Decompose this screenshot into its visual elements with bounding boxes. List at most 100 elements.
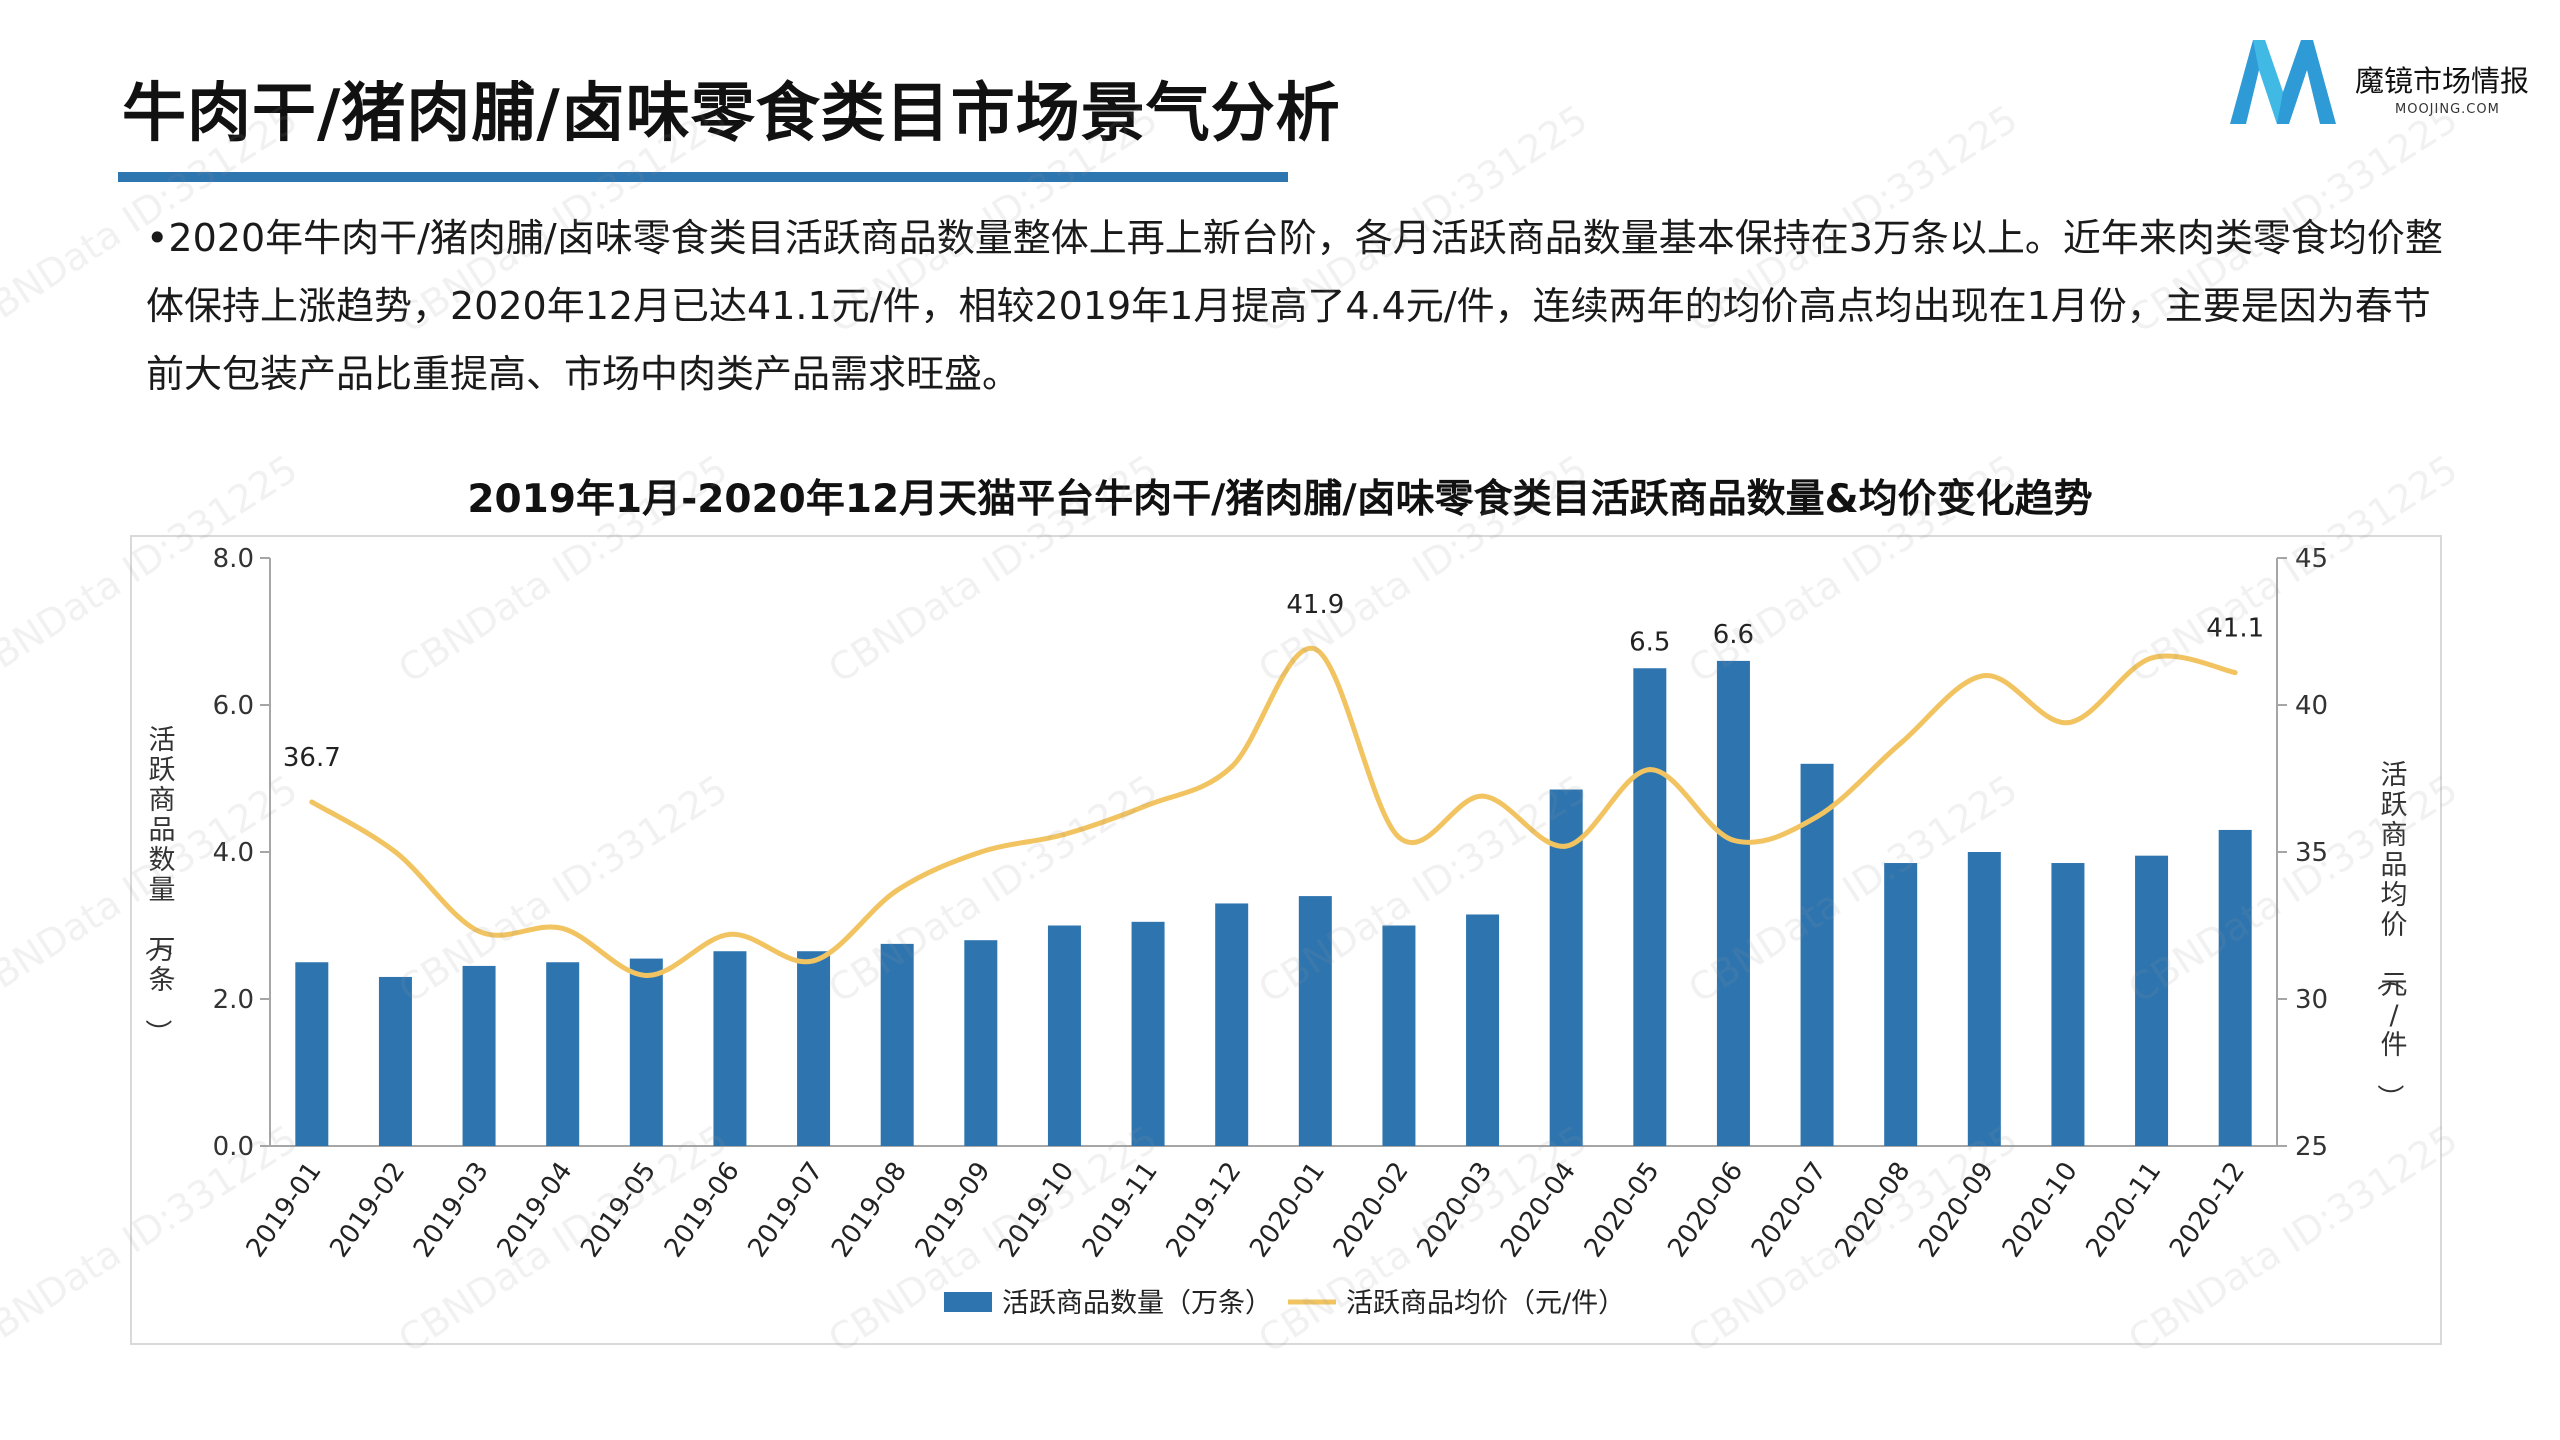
x-tick-label: 2020-11: [2080, 1157, 2167, 1263]
y-right-tick-label: 30: [2295, 985, 2328, 1015]
bar-active-count: [546, 962, 580, 1146]
line-data-label: 36.7: [283, 743, 341, 773]
price-point: [1145, 802, 1151, 808]
logo-m-shape: [2230, 40, 2336, 124]
bar-active-count: [2135, 855, 2169, 1146]
bar-active-count: [1716, 660, 1750, 1146]
bar-data-label: 6.6: [1713, 620, 1754, 650]
price-point: [811, 958, 817, 964]
x-tick-label: 2019-04: [492, 1157, 579, 1263]
price-point: [894, 887, 900, 893]
bar-active-count: [1800, 763, 1834, 1146]
bar-active-count: [880, 943, 914, 1146]
price-point: [1730, 837, 1736, 843]
bar-active-count: [378, 976, 412, 1146]
logo-domain: MOOJING.COM: [2395, 102, 2500, 117]
bar-active-count: [295, 962, 329, 1146]
bar-active-count: [1967, 852, 2001, 1146]
x-tick-label: 2020-01: [1244, 1157, 1331, 1263]
bar-active-count: [2051, 863, 2085, 1146]
y-left-tick-label: 0.0: [213, 1132, 254, 1162]
price-point: [1981, 673, 1987, 679]
legend-swatch-bar: [944, 1292, 992, 1312]
chart-title: 2019年1月-2020年12月天猫平台牛肉干/猪肉脯/卤味零食类目活跃商品数量…: [467, 477, 2093, 522]
combo-chart: 0.0 2.0 4.0 6.0 8.0 25 30 35 40 45 活跃商品数量（万条） 活跃商品均…: [142, 544, 2408, 1319]
logo-name: 魔镜市场情报: [2355, 64, 2530, 98]
price-point: [1480, 793, 1486, 799]
price-point: [2065, 720, 2071, 726]
x-tick-label: 2019-01: [241, 1157, 328, 1263]
x-tick-label: 2019-03: [408, 1157, 495, 1263]
chart-frame: 0.0 2.0 4.0 6.0 8.0 25 30 35 40 45 活跃商品数量（万条） 活跃商品均…: [130, 535, 2442, 1345]
price-point: [309, 799, 315, 805]
price-point: [978, 849, 984, 855]
price-point: [1647, 767, 1653, 773]
y-left-tick-label: 6.0: [213, 691, 254, 721]
price-point: [2232, 670, 2238, 676]
x-tick-label: 2019-07: [742, 1157, 829, 1263]
price-point: [727, 931, 733, 937]
x-tick-label: 2020-06: [1662, 1157, 1749, 1263]
bar-active-count: [1633, 668, 1667, 1146]
summary-paragraph: •2020年牛肉干/猪肉脯/卤味零食类目活跃商品数量整体上再上新台阶，各月活跃商…: [146, 216, 2443, 396]
bar-active-count: [1549, 789, 1583, 1146]
bar-active-count: [2218, 829, 2252, 1146]
bar-active-count: [629, 958, 663, 1146]
bar-active-count: [1215, 903, 1249, 1146]
price-point: [476, 928, 482, 934]
legend-label-bar: 活跃商品数量（万条）: [1002, 1288, 1272, 1319]
y-left-tick-label: 8.0: [213, 544, 254, 574]
x-tick-label: 2020-10: [1997, 1157, 2084, 1263]
bar-active-count: [1298, 896, 1332, 1146]
x-tick-label: 2019-12: [1161, 1157, 1248, 1263]
x-tick-label: 2019-09: [910, 1157, 997, 1263]
bar-active-count: [1131, 921, 1165, 1146]
price-point: [560, 925, 566, 931]
x-tick-label: 2020-04: [1495, 1157, 1582, 1263]
logo-m-highlight: [2253, 40, 2283, 124]
bar-active-count: [713, 951, 747, 1146]
x-tick-label: 2019-05: [575, 1157, 662, 1263]
x-tick-label: 2019-02: [324, 1157, 411, 1263]
x-tick-label: 2020-09: [1913, 1157, 2000, 1263]
x-tick-label: 2019-08: [826, 1157, 913, 1263]
y-right-tick-label: 25: [2295, 1132, 2328, 1162]
y-left-tick-label: 2.0: [213, 985, 254, 1015]
x-tick-label: 2020-08: [1830, 1157, 1917, 1263]
price-point: [1396, 834, 1402, 840]
price-point: [643, 972, 649, 978]
price-line: [310, 645, 2236, 978]
x-tick-label: 2020-02: [1328, 1157, 1415, 1263]
brand-logo: 魔镜市场情报 MOOJING.COM: [2225, 32, 2555, 142]
line-data-label: 41.9: [1286, 590, 1344, 620]
x-tick-label: 2020-12: [2164, 1157, 2251, 1263]
price-point: [1563, 843, 1569, 849]
y-right-tick-label: 45: [2295, 544, 2328, 574]
x-tick-label: 2020-05: [1579, 1157, 1666, 1263]
x-tick-label: 2020-07: [1746, 1157, 1833, 1263]
bar-data-label: 6.5: [1629, 627, 1670, 657]
price-point: [392, 849, 398, 855]
bar-active-count: [1884, 863, 1918, 1146]
x-tick-label: 2019-11: [1077, 1157, 1164, 1263]
line-data-label: 41.1: [2206, 614, 2264, 644]
bar-active-count: [462, 965, 496, 1146]
y-left-tick-label: 4.0: [213, 838, 254, 868]
bar-active-count: [797, 951, 831, 1146]
price-point: [1312, 646, 1318, 652]
moojing-logo-icon: [2230, 40, 2336, 124]
title-underline: [118, 172, 1288, 182]
bar-active-count: [1047, 925, 1081, 1146]
y-right-axis-title: 活跃商品均价（元/件）: [2374, 760, 2408, 1111]
x-tick-label: 2020-03: [1411, 1157, 1498, 1263]
bar-active-count: [964, 940, 998, 1146]
y-right-tick-label: 40: [2295, 691, 2328, 721]
price-point: [1898, 740, 1904, 746]
x-tick-label: 2019-06: [659, 1157, 746, 1263]
page-title: 牛肉干/猪肉脯/卤味零食类目市场景气分析: [122, 77, 1341, 151]
price-point: [1061, 831, 1067, 837]
y-right-tick-label: 35: [2295, 838, 2328, 868]
bar-active-count: [1466, 914, 1500, 1146]
price-point: [1229, 764, 1235, 770]
legend-label-line: 活跃商品均价（元/件）: [1346, 1288, 1625, 1319]
